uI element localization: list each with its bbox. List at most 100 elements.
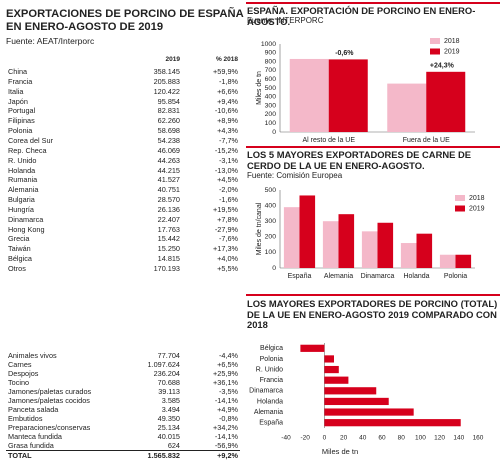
row-change: +4,5% <box>217 175 238 185</box>
table-row: Dinamarca 22.407 +7,8% <box>6 215 240 224</box>
row-value: 28.570 <box>157 195 180 205</box>
row-label: Portugal <box>8 106 36 116</box>
x-tick-label: 160 <box>473 435 484 442</box>
y-tick-label: 500 <box>265 85 277 92</box>
x-axis-label: Miles de tn <box>322 447 358 456</box>
bar <box>361 231 378 268</box>
table-row: Embutidos 49.350 -0,8% <box>6 414 240 423</box>
row-change: -13,0% <box>214 165 238 175</box>
row-value: 15.250 <box>157 244 180 254</box>
row-change: +4,9% <box>217 405 238 414</box>
row-change: +19,5% <box>213 204 238 214</box>
y-tick-label: 400 <box>265 94 277 101</box>
table-row: Italia 120.422 +6,6% <box>6 87 240 96</box>
row-value: 77.704 <box>157 351 180 360</box>
row-label: Alemania <box>8 185 39 195</box>
table-source: Fuente: AEAT/Interporc <box>6 36 95 46</box>
legend-label: 2019 <box>469 205 485 212</box>
table-row: Polonia 58.698 +4,3% <box>6 126 240 135</box>
table-row: Animales vivos 77.704 -4,4% <box>6 351 240 360</box>
row-label: Filipinas <box>8 116 35 126</box>
bar <box>377 222 394 268</box>
y-tick-label: Bélgica <box>260 345 283 352</box>
row-change: -1,8% <box>218 76 238 86</box>
row-value: 358.145 <box>153 67 180 76</box>
bar <box>324 408 414 416</box>
row-change: -7,6% <box>218 234 238 244</box>
legend-label: 2018 <box>444 38 460 45</box>
row-label: Italia <box>8 86 24 96</box>
row-label: Manteca fundida <box>8 432 62 441</box>
row-value: 44.263 <box>157 155 180 165</box>
row-label: Carnes <box>8 360 32 369</box>
row-value: 3.494 <box>161 405 180 414</box>
table-row: Panceta salada 3.494 +4,9% <box>6 405 240 414</box>
x-tick-label: Al resto de la UE <box>302 137 355 144</box>
chart-title: LOS 5 MAYORES EXPORTADORES DE CARNE DE C… <box>247 149 471 171</box>
row-value: 82.831 <box>157 106 180 116</box>
row-change: -1,6% <box>218 195 238 205</box>
row-label: China <box>8 67 28 76</box>
row-value: 40.015 <box>157 432 180 441</box>
row-change: +7,8% <box>217 214 238 224</box>
x-tick-label: España <box>288 273 312 280</box>
table-row: Manteca fundida 40.015 -14,1% <box>6 432 240 441</box>
y-tick-label: 500 <box>265 187 277 194</box>
table-row: Rep. Checa 46.069 -15,2% <box>6 146 240 155</box>
y-tick-label: España <box>259 420 283 427</box>
bar <box>338 214 355 268</box>
x-tick-label: 140 <box>453 435 464 442</box>
row-change: +36,1% <box>213 378 238 387</box>
row-label: Panceta salada <box>8 405 59 414</box>
row-value: 95.854 <box>157 96 180 106</box>
row-value: 22.407 <box>157 214 180 224</box>
row-label: Jamones/paletas cocidos <box>8 396 90 405</box>
legend-swatch <box>455 195 465 201</box>
row-change: -0,8% <box>218 414 238 423</box>
y-tick-label: 600 <box>265 76 277 83</box>
row-label: Jamones/paletas curados <box>8 387 92 396</box>
row-value: 58.698 <box>157 126 180 136</box>
row-label: Dinamarca <box>8 214 44 224</box>
row-label: Rumania <box>8 175 38 185</box>
bar <box>455 254 472 268</box>
column-header: % 2018 <box>215 56 238 63</box>
row-label: Hong Kong <box>8 224 45 234</box>
table-row: Rumania 41.527 +4,5% <box>6 175 240 184</box>
row-change: -27,9% <box>214 224 238 234</box>
row-change: +25,9% <box>213 369 238 378</box>
table-row: Hong Kong 17.763 -27,9% <box>6 225 240 234</box>
row-value: 39.113 <box>158 387 180 396</box>
row-label: Polonia <box>8 126 33 136</box>
table-row: Francia 205.883 -1,8% <box>6 77 240 86</box>
row-change: +59,9% <box>213 67 238 76</box>
row-label: Hungría <box>8 204 34 214</box>
row-label: Tocino <box>8 378 30 387</box>
x-tick-label: 40 <box>359 435 367 442</box>
table-row: R. Unido 44.263 -3,1% <box>6 156 240 165</box>
y-tick-label: Holanda <box>257 398 283 405</box>
row-change: -15,2% <box>214 145 238 155</box>
row-change: +9,2% <box>217 451 238 460</box>
row-change: -2,0% <box>218 185 238 195</box>
row-label: Grecia <box>8 234 30 244</box>
table-row: Jamones/paletas cocidos 3.585 -14,1% <box>6 396 240 405</box>
row-label: Holanda <box>8 165 36 175</box>
table-header: 2019 % 2018 <box>6 55 240 64</box>
table-row: Japón 95.854 +9,4% <box>6 97 240 106</box>
table-row: Jamones/paletas curados 39.113 -3,5% <box>6 387 240 396</box>
bar <box>328 59 368 132</box>
row-value: 26.136 <box>157 204 180 214</box>
row-label: Japón <box>8 96 28 106</box>
row-value: 14.815 <box>157 254 180 264</box>
x-tick-label: Holanda <box>403 273 429 280</box>
bar <box>300 344 325 352</box>
row-value: 15.442 <box>157 234 180 244</box>
column-header: 2019 <box>165 56 180 63</box>
y-tick-label: 700 <box>265 67 277 74</box>
table-row: Grecia 15.442 -7,6% <box>6 234 240 243</box>
row-value: 624 <box>167 441 180 450</box>
row-change: -3,5% <box>218 387 238 396</box>
row-value: 49.350 <box>157 414 180 423</box>
